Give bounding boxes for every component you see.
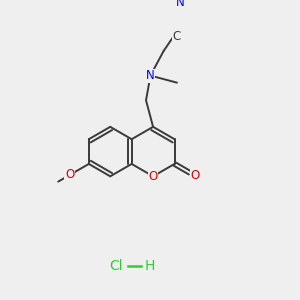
Text: O: O xyxy=(65,169,74,182)
Text: C: C xyxy=(173,30,181,43)
Text: O: O xyxy=(148,170,158,183)
Text: N: N xyxy=(176,0,185,9)
Text: H: H xyxy=(145,260,155,273)
Text: N: N xyxy=(146,69,155,82)
Text: O: O xyxy=(190,169,200,182)
Text: Cl: Cl xyxy=(110,260,123,273)
